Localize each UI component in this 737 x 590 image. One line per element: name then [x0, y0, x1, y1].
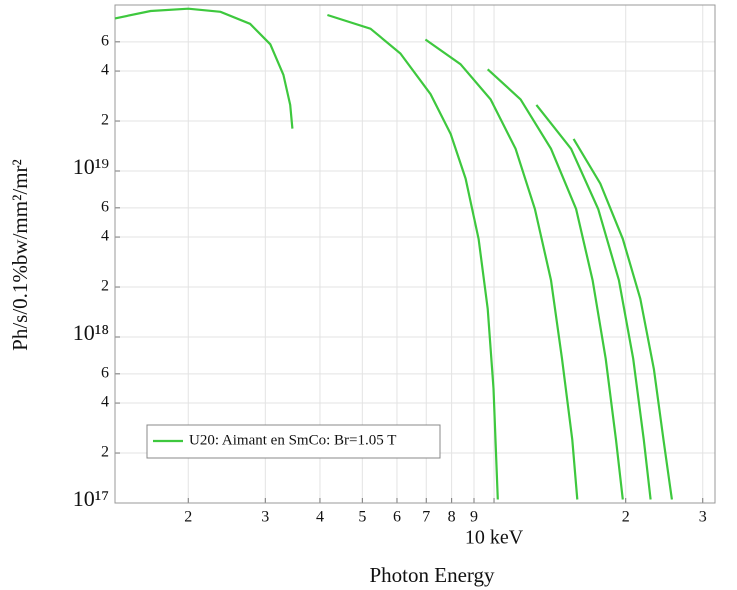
x-tick-label: 10 keV — [465, 527, 524, 549]
y-tick-label: 2 — [101, 112, 109, 129]
y-axis-title: Ph/s/0.1%bw/mm²/mr² — [8, 159, 32, 351]
series-line — [114, 7, 673, 500]
x-tick-label: 9 — [470, 509, 478, 526]
y-tick-label: 2 — [101, 444, 109, 461]
y-tick-label: 10¹⁷ — [73, 486, 109, 511]
x-tick-label: 2 — [622, 509, 630, 526]
y-tick-label: 2 — [101, 278, 109, 295]
x-tick-label: 5 — [358, 509, 366, 526]
x-tick-label: 7 — [422, 509, 430, 526]
y-tick-label: 6 — [101, 364, 109, 381]
y-tick-label: 4 — [101, 228, 109, 245]
y-tick-label: 10¹⁸ — [73, 320, 109, 345]
legend-box — [146, 424, 441, 459]
x-tick-label: 6 — [393, 509, 401, 526]
legend: U20: Aimant en SmCo: Br=1.05 T — [146, 424, 441, 459]
y-tick-label: 4 — [101, 62, 109, 79]
x-tick-label: 3 — [699, 509, 707, 526]
x-tick-label: 8 — [448, 509, 456, 526]
y-tick-label: 4 — [101, 394, 109, 411]
y-tick-label: 6 — [101, 32, 109, 49]
y-tick-label: 6 — [101, 198, 109, 215]
x-tick-label: 3 — [261, 509, 269, 526]
plot-frame — [114, 4, 716, 504]
x-tick-label: 2 — [184, 509, 192, 526]
x-axis-title: Photon Energy — [369, 563, 495, 587]
legend-label: U20: Aimant en SmCo: Br=1.05 T — [189, 432, 396, 448]
y-tick-label: 10¹⁹ — [73, 154, 110, 179]
x-tick-label: 4 — [316, 509, 324, 526]
